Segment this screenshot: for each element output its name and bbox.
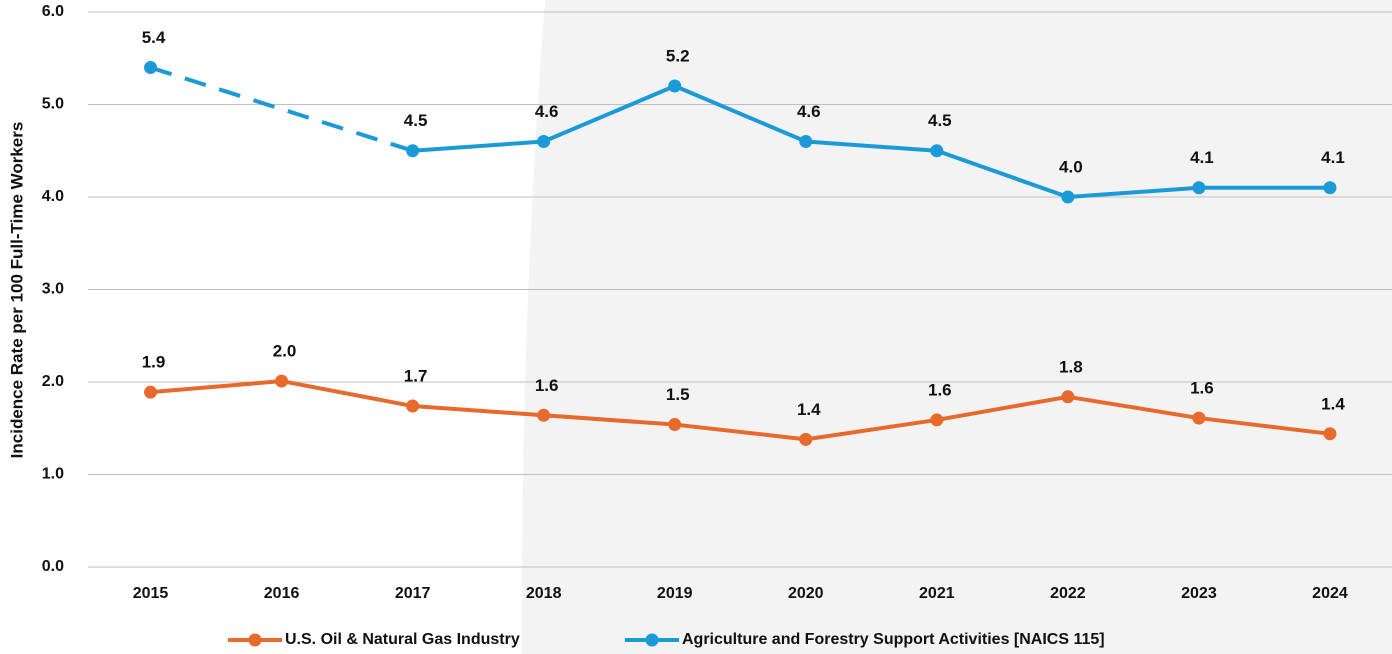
data-point — [144, 61, 158, 74]
data-point — [1323, 427, 1337, 441]
x-tick-label: 2023 — [1181, 585, 1217, 602]
x-tick-label: 2020 — [788, 585, 824, 602]
data-point — [930, 144, 944, 158]
data-label: 5.4 — [142, 28, 166, 47]
x-tick-label: 2024 — [1312, 585, 1348, 602]
data-label: 1.6 — [928, 380, 952, 399]
y-tick-label: 5.0 — [42, 96, 64, 113]
data-point — [406, 399, 420, 413]
data-point — [799, 432, 813, 446]
data-point — [537, 135, 551, 148]
data-point — [1061, 190, 1075, 204]
x-tick-label: 2018 — [526, 585, 562, 602]
data-label: 4.5 — [404, 111, 428, 130]
data-label: 1.7 — [404, 367, 428, 386]
gap-bridge — [149, 65, 414, 153]
data-label: 1.9 — [142, 353, 166, 372]
data-label: 1.8 — [1059, 357, 1083, 376]
data-point — [930, 413, 944, 427]
data-label: 4.1 — [1321, 148, 1345, 167]
data-label: 4.1 — [1190, 148, 1214, 167]
data-point — [799, 135, 813, 148]
data-label: 4.6 — [535, 102, 559, 121]
series-line — [150, 379, 1331, 442]
y-tick-label: 2.0 — [42, 373, 64, 390]
data-label: 4.5 — [928, 111, 952, 130]
y-axis-title: Incidence Rate per 100 Full-Time Workers — [7, 122, 26, 459]
data-point — [537, 408, 551, 422]
data-point — [144, 385, 158, 399]
data-point — [1061, 390, 1075, 404]
legend-label: U.S. Oil & Natural Gas Industry — [285, 631, 520, 648]
y-tick-label: 4.0 — [42, 188, 64, 205]
data-label: 4.6 — [797, 102, 821, 121]
y-tick-label: 0.0 — [42, 558, 64, 575]
data-label: 2.0 — [273, 342, 297, 361]
x-tick-label: 2022 — [1050, 585, 1086, 602]
y-tick-label: 6.0 — [42, 3, 64, 20]
data-label: 1.4 — [797, 400, 821, 419]
data-point — [275, 374, 289, 388]
legend-label: Agriculture and Forestry Support Activit… — [682, 631, 1105, 648]
series-line — [412, 84, 1330, 199]
data-point — [668, 79, 682, 93]
data-label: 1.4 — [1321, 394, 1345, 413]
data-point — [1323, 181, 1337, 195]
data-point — [1192, 181, 1206, 195]
data-label: 1.5 — [666, 385, 690, 404]
data-label: 5.2 — [666, 46, 690, 65]
data-point — [1192, 411, 1206, 425]
data-point — [668, 418, 682, 432]
x-tick-label: 2015 — [133, 585, 169, 602]
x-tick-label: 2017 — [395, 585, 431, 602]
y-tick-label: 1.0 — [42, 466, 64, 483]
legend-marker — [248, 633, 262, 647]
x-tick-label: 2021 — [919, 585, 955, 602]
data-point — [406, 144, 420, 158]
data-label: 1.6 — [1190, 379, 1214, 398]
data-label: 1.6 — [535, 376, 559, 395]
data-label: 4.0 — [1059, 157, 1083, 176]
x-tick-label: 2016 — [264, 585, 300, 602]
background-panel — [521, 0, 1392, 654]
x-tick-label: 2019 — [657, 585, 693, 602]
legend-marker — [645, 633, 659, 647]
y-tick-label: 3.0 — [42, 281, 64, 298]
